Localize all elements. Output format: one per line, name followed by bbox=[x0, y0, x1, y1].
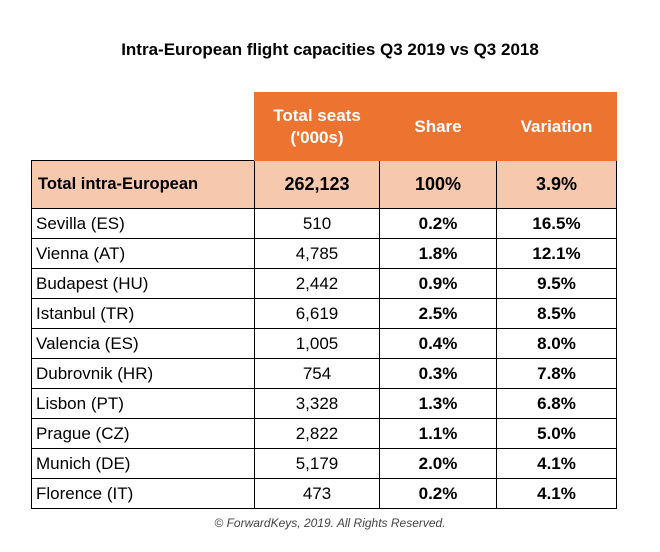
cell-variation: 4.1% bbox=[496, 448, 617, 479]
table-row: Valencia (ES) 1,005 0.4% 8.0% bbox=[31, 328, 617, 359]
total-row: Total intra-European 262,123 100% 3.9% bbox=[31, 160, 617, 209]
cell-share: 1.3% bbox=[379, 388, 497, 419]
chart-title: Intra-European flight capacities Q3 2019… bbox=[121, 40, 539, 59]
table-row: Lisbon (PT) 3,328 1.3% 6.8% bbox=[31, 388, 617, 419]
cell-share: 2.0% bbox=[379, 448, 497, 479]
total-share: 100% bbox=[379, 160, 497, 209]
total-name: Total intra-European bbox=[31, 160, 255, 209]
cell-seats: 2,822 bbox=[254, 418, 380, 449]
table-row: Istanbul (TR) 6,619 2.5% 8.5% bbox=[31, 298, 617, 329]
cell-share: 0.2% bbox=[379, 478, 497, 509]
cell-seats: 2,442 bbox=[254, 268, 380, 299]
table-row: Florence (IT) 473 0.2% 4.1% bbox=[31, 478, 617, 509]
cell-variation: 9.5% bbox=[496, 268, 617, 299]
cell-airport: Sevilla (ES) bbox=[31, 208, 255, 239]
cell-variation: 16.5% bbox=[496, 208, 617, 239]
total-seats: 262,123 bbox=[254, 160, 380, 209]
table-row: Munich (DE) 5,179 2.0% 4.1% bbox=[31, 448, 617, 479]
table-row: Budapest (HU) 2,442 0.9% 9.5% bbox=[31, 268, 617, 299]
cell-airport: Munich (DE) bbox=[31, 448, 255, 479]
cell-seats: 473 bbox=[254, 478, 380, 509]
cell-share: 2.5% bbox=[379, 298, 497, 329]
total-variation: 3.9% bbox=[496, 160, 617, 209]
cell-airport: Prague (CZ) bbox=[31, 418, 255, 449]
header-blank-cell bbox=[31, 92, 255, 161]
cell-share: 1.1% bbox=[379, 418, 497, 449]
table-row: Vienna (AT) 4,785 1.8% 12.1% bbox=[31, 238, 617, 269]
cell-airport: Florence (IT) bbox=[31, 478, 255, 509]
cell-variation: 12.1% bbox=[496, 238, 617, 269]
cell-variation: 8.0% bbox=[496, 328, 617, 359]
cell-seats: 5,179 bbox=[254, 448, 380, 479]
table-row: Dubrovnik (HR) 754 0.3% 7.8% bbox=[31, 358, 617, 389]
cell-airport: Budapest (HU) bbox=[31, 268, 255, 299]
cell-airport: Dubrovnik (HR) bbox=[31, 358, 255, 389]
header-seats-line2: ('000s) bbox=[290, 127, 344, 147]
capacity-table: Total seats ('000s) Share Variation Tota… bbox=[31, 92, 617, 509]
table-row: Prague (CZ) 2,822 1.1% 5.0% bbox=[31, 418, 617, 449]
cell-seats: 754 bbox=[254, 358, 380, 389]
table-row: Sevilla (ES) 510 0.2% 16.5% bbox=[31, 208, 617, 239]
cell-share: 0.4% bbox=[379, 328, 497, 359]
cell-seats: 6,619 bbox=[254, 298, 380, 329]
cell-seats: 510 bbox=[254, 208, 380, 239]
cell-seats: 1,005 bbox=[254, 328, 380, 359]
header-share: Share bbox=[379, 92, 497, 161]
cell-variation: 7.8% bbox=[496, 358, 617, 389]
cell-share: 0.3% bbox=[379, 358, 497, 389]
cell-variation: 5.0% bbox=[496, 418, 617, 449]
header-seats: Total seats ('000s) bbox=[254, 92, 380, 161]
header-row: Total seats ('000s) Share Variation bbox=[31, 92, 617, 161]
cell-airport: Valencia (ES) bbox=[31, 328, 255, 359]
cell-seats: 4,785 bbox=[254, 238, 380, 269]
cell-airport: Istanbul (TR) bbox=[31, 298, 255, 329]
cell-variation: 8.5% bbox=[496, 298, 617, 329]
cell-share: 1.8% bbox=[379, 238, 497, 269]
header-seats-line1: Total seats bbox=[273, 105, 361, 125]
cell-airport: Lisbon (PT) bbox=[31, 388, 255, 419]
cell-variation: 6.8% bbox=[496, 388, 617, 419]
copyright-footer: © ForwardKeys, 2019. All Rights Reserved… bbox=[214, 516, 446, 530]
header-variation: Variation bbox=[496, 92, 617, 161]
cell-share: 0.9% bbox=[379, 268, 497, 299]
cell-share: 0.2% bbox=[379, 208, 497, 239]
cell-variation: 4.1% bbox=[496, 478, 617, 509]
cell-seats: 3,328 bbox=[254, 388, 380, 419]
cell-airport: Vienna (AT) bbox=[31, 238, 255, 269]
